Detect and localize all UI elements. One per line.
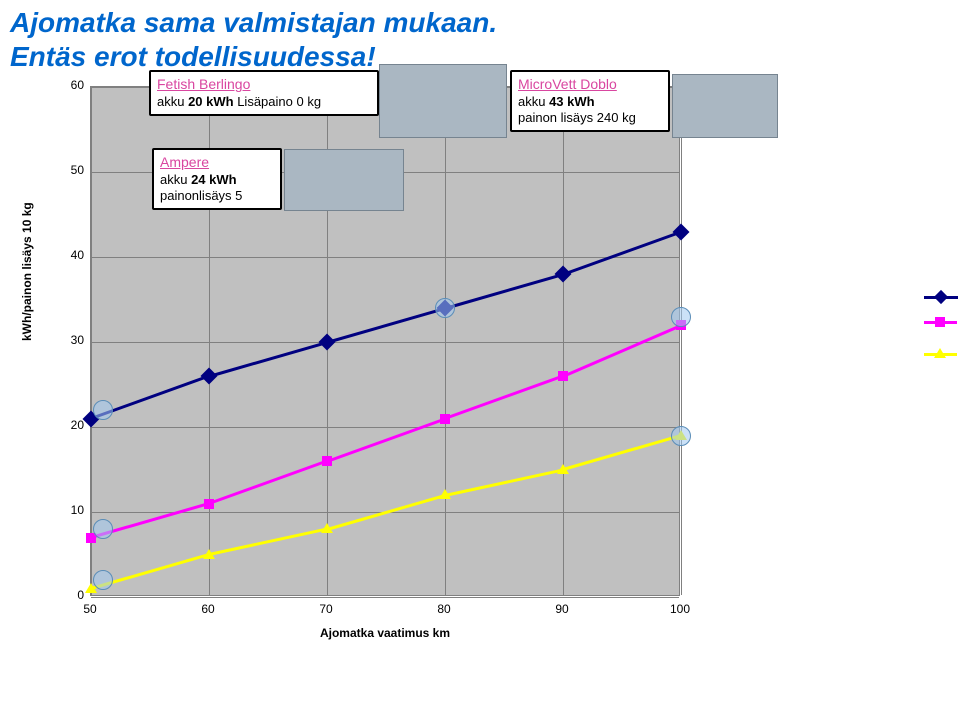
y-tick-label: 10 <box>44 503 84 517</box>
callout-berlingo-line2: akku 20 kWh Lisäpaino 0 kg <box>157 94 371 110</box>
callout-ampere-line3: painonlisäys 5 <box>160 188 274 204</box>
highlight-bubble <box>93 400 113 420</box>
y-tick-label: 20 <box>44 418 84 432</box>
callout-berlingo-title: Fetish Berlingo <box>157 76 371 94</box>
highlight-bubble <box>93 570 113 590</box>
highlight-bubble <box>671 426 691 446</box>
series-marker <box>201 368 218 385</box>
highlight-bubble <box>671 307 691 327</box>
highlight-bubble <box>435 298 455 318</box>
series-segment <box>445 273 564 310</box>
series-marker <box>204 499 214 509</box>
title-line1: Ajomatka sama valmistajan mukaan. <box>10 7 497 38</box>
callout-ampere-title: Ampere <box>160 154 274 172</box>
callout-doblo-line2: akku 43 kWh <box>518 94 662 110</box>
series-marker <box>440 414 450 424</box>
series-marker <box>321 523 333 533</box>
series-segment <box>327 307 446 344</box>
x-axis-label: Ajomatka vaatimus km <box>90 626 680 640</box>
x-tick-label: 50 <box>70 602 110 616</box>
callout-doblo-line3: painon lisäys 240 kg <box>518 110 662 126</box>
legend-marker-icon <box>934 348 946 358</box>
series-marker <box>555 266 572 283</box>
y-tick-label: 0 <box>44 588 84 602</box>
series-segment <box>562 324 681 378</box>
callout-doblo: MicroVett Doblo akku 43 kWh painon lisäy… <box>510 70 670 132</box>
berlingo-image <box>379 64 507 138</box>
series-marker <box>439 489 451 499</box>
y-tick-label: 40 <box>44 248 84 262</box>
series-marker <box>557 464 569 474</box>
chart-container: kWh/painon lisäys 10 kg Ajomatka vaatimu… <box>44 86 914 666</box>
legend-swatch <box>924 353 957 356</box>
series-segment <box>445 468 564 496</box>
series-marker <box>558 371 568 381</box>
legend-swatch <box>924 296 958 299</box>
gridline-v <box>681 87 682 595</box>
series-marker <box>203 549 215 559</box>
gridline-h <box>91 597 679 598</box>
legend-row: Akkukapasiteetti kWh <box>924 290 960 304</box>
ampere-image <box>284 149 404 211</box>
series-segment <box>209 528 328 556</box>
series-segment <box>209 341 328 378</box>
legend-marker-icon <box>935 317 945 327</box>
series-segment <box>563 434 682 471</box>
y-tick-label: 60 <box>44 78 84 92</box>
y-tick-label: 50 <box>44 163 84 177</box>
x-tick-label: 80 <box>424 602 464 616</box>
highlight-bubble <box>93 519 113 539</box>
series-marker <box>319 334 336 351</box>
x-tick-label: 100 <box>660 602 700 616</box>
y-tick-label: 30 <box>44 333 84 347</box>
gridline-h <box>91 257 679 258</box>
gridline-v <box>445 87 446 595</box>
x-tick-label: 70 <box>306 602 346 616</box>
x-tick-label: 90 <box>542 602 582 616</box>
series-segment <box>208 460 327 505</box>
series-marker <box>322 456 332 466</box>
series-segment <box>562 230 681 275</box>
y-axis-label: kWh/painon lisäys 10 kg <box>20 202 34 341</box>
legend: Akkukapasiteetti kWh Painon lisäys 90 Wh/… <box>924 286 960 372</box>
legend-marker-icon <box>934 290 948 304</box>
legend-swatch <box>924 321 957 324</box>
series-marker <box>673 223 690 240</box>
callout-ampere-line2: akku 24 kWh <box>160 172 274 188</box>
legend-row: Painon lisäys 90 Wh/kg akkuilla <box>924 308 960 336</box>
gridline-v <box>563 87 564 595</box>
gridline-h <box>91 342 679 343</box>
doblo-image <box>672 74 778 138</box>
x-tick-label: 60 <box>188 602 228 616</box>
series-segment <box>444 375 563 420</box>
callout-berlingo: Fetish Berlingo akku 20 kWh Lisäpaino 0 … <box>149 70 379 116</box>
callout-doblo-title: MicroVett Doblo <box>518 76 662 94</box>
series-segment <box>326 417 445 462</box>
gridline-v <box>91 87 92 595</box>
callout-ampere: Ampere akku 24 kWh painonlisäys 5 <box>152 148 282 210</box>
title-line2: Entäs erot todellisuudessa! <box>10 41 376 72</box>
legend-row: Painon lisäys 120 Wh/kg akuilla <box>924 340 960 368</box>
gridline-h <box>91 427 679 428</box>
